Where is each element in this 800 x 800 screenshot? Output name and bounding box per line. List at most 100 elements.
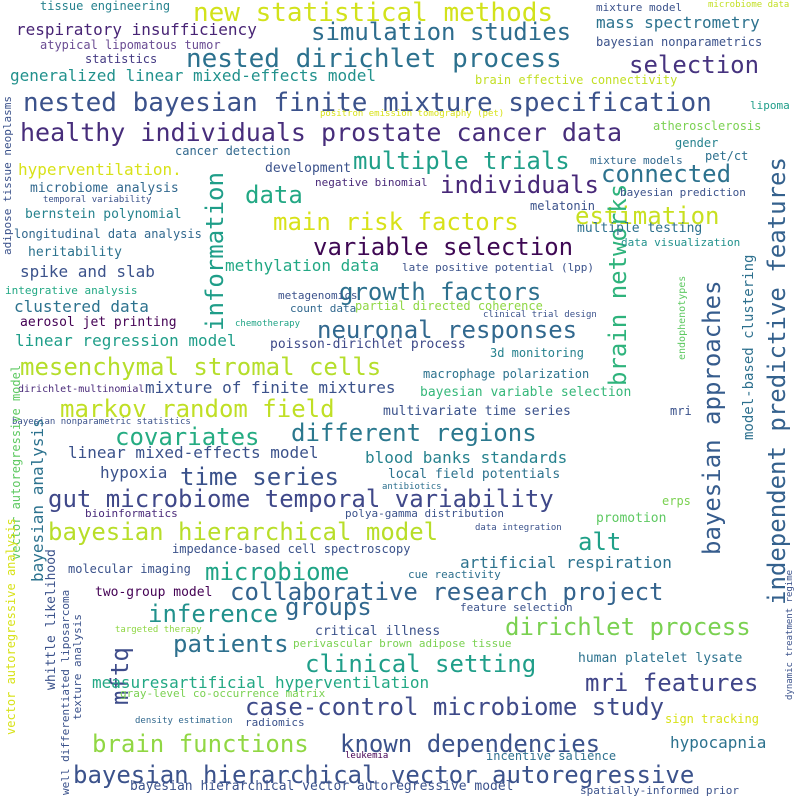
cloud-word: dirichlet process	[505, 613, 751, 641]
cloud-word: integrative analysis	[5, 284, 138, 297]
cloud-word: mixture models	[590, 154, 683, 167]
cloud-word: covariates	[115, 423, 260, 451]
cloud-word: atypical lipomatous tumor	[40, 38, 221, 52]
cloud-word: clinical setting	[305, 650, 537, 678]
cloud-word: negative binomial	[315, 176, 428, 189]
cloud-word: mri features	[585, 669, 759, 697]
cloud-word: mixture model	[596, 1, 683, 14]
cloud-word: chemotherapy	[235, 319, 301, 329]
cloud-word: bayesian prediction	[620, 186, 746, 199]
cloud-word: well differentiated liposarcoma	[59, 589, 72, 795]
cloud-word: clinical trial design	[483, 310, 597, 320]
cloud-word: hypoxia	[100, 463, 168, 482]
cloud-word: nested bayesian finite mixture specifica…	[23, 88, 712, 118]
cloud-word: tissue engineering	[40, 0, 171, 13]
cloud-word: sign tracking	[665, 712, 759, 726]
cloud-word: microbiome analysis	[30, 181, 179, 196]
cloud-word: metagenomics	[278, 289, 358, 302]
cloud-word: targeted therapy	[115, 625, 202, 635]
cloud-word: mixture of finite mixtures	[145, 378, 396, 397]
cloud-word: estimation	[575, 202, 720, 230]
cloud-word: individuals	[440, 171, 599, 199]
cloud-word: gray-level co-occurrence matrix	[120, 687, 326, 700]
cloud-word: blood banks standards	[365, 448, 568, 467]
cloud-word: adipose tissue neoplasms	[1, 96, 14, 255]
cloud-word: heritability	[28, 245, 122, 260]
cloud-word: linear mixed-effects model	[68, 443, 319, 462]
cloud-word: atherosclerosis	[653, 119, 762, 133]
cloud-word: brain functions	[92, 730, 309, 758]
cloud-word: density estimation	[135, 716, 233, 726]
cloud-word: multiple testing	[577, 221, 703, 236]
cloud-word: count data	[290, 302, 357, 315]
cloud-word: spike and slab	[20, 262, 155, 281]
cloud-word: molecular imaging	[68, 562, 191, 576]
cloud-word: mass spectrometry	[596, 13, 760, 32]
cloud-word: gut microbiome temporal variability	[48, 485, 554, 513]
cloud-word: microbiome data	[708, 0, 790, 10]
cloud-word: different regions	[291, 419, 537, 447]
cloud-word: bayesian approaches	[698, 280, 726, 555]
cloud-word: selection	[629, 51, 760, 79]
cloud-word: perivascular brown adipose tissue	[293, 637, 512, 650]
cloud-word: macrophage polarization	[423, 367, 590, 381]
cloud-word: radiomics	[245, 716, 305, 729]
cloud-word: cancer detection	[175, 144, 291, 158]
cloud-word: collaborative research project	[230, 578, 664, 606]
cloud-word: independent predictive features	[763, 157, 791, 605]
cloud-word: markov random field	[60, 395, 335, 423]
cloud-word: linear regression model	[15, 331, 237, 350]
cloud-word: bernstein polynomial	[25, 207, 182, 222]
cloud-word: new statistical methods	[193, 0, 554, 28]
cloud-word: dynamic treatment regime	[785, 569, 795, 700]
cloud-word: time series	[180, 463, 339, 491]
cloud-word: partial directed coherence	[355, 299, 543, 313]
cloud-word: critical illness	[315, 624, 441, 639]
cloud-word: dirichlet-multinomial	[18, 384, 145, 395]
cloud-word: bayesian hierarchical vector autoregress…	[73, 761, 695, 789]
cloud-word: development	[265, 161, 352, 176]
cloud-word: patients	[173, 630, 289, 658]
cloud-word: brain networks	[604, 183, 632, 386]
cloud-word: erps	[662, 494, 691, 508]
cloud-word: spatially-informed prior	[580, 784, 739, 797]
cloud-word: main risk factors	[273, 208, 519, 236]
cloud-word: data	[245, 181, 303, 209]
cloud-word: feature selection	[460, 601, 573, 614]
cloud-word: clustered data	[14, 297, 149, 316]
cloud-word: information	[201, 172, 229, 331]
cloud-word: late positive potential (lpp)	[402, 261, 595, 274]
cloud-word: microbiome	[205, 558, 350, 586]
cloud-word: 3d monitoring	[490, 346, 584, 360]
cloud-word: model-based clustering	[741, 254, 757, 440]
cloud-word: whittle likelihood	[44, 549, 59, 690]
cloud-word: vector autoregressive analysis	[4, 518, 18, 735]
cloud-word: polya-gamma distribution	[345, 507, 504, 520]
cloud-word: bayesian hierarchical vector autoregress…	[130, 779, 514, 794]
cloud-word: variable selection	[313, 233, 574, 261]
cloud-word: simulation studies	[311, 18, 572, 46]
cloud-word: local field potentials	[388, 467, 561, 482]
cloud-word: statistics	[85, 52, 158, 66]
cloud-word: growth factors	[339, 278, 542, 306]
cloud-word: case-control microbiome study	[245, 693, 665, 721]
cloud-word: data integration	[475, 523, 562, 533]
cloud-word: methylation data	[225, 256, 380, 275]
cloud-word: aerosol jet printing	[20, 315, 177, 330]
cloud-word: antibiotics	[382, 482, 442, 492]
cloud-word: measuresartificial hyperventilation	[92, 673, 430, 692]
cloud-word: endophenotypes	[677, 275, 688, 360]
cloud-word: groups	[285, 593, 372, 621]
cloud-word: promotion	[596, 511, 667, 526]
cloud-word: neuronal responses	[317, 316, 578, 344]
cloud-word: connected	[601, 160, 732, 188]
cloud-word: incentive salience	[486, 749, 617, 763]
cloud-word: data visualization	[621, 236, 741, 249]
cloud-word: longitudinal data analysis	[14, 227, 202, 241]
cloud-word: texture analysis	[71, 614, 84, 720]
cloud-word: bayesian nonparametric statistics	[12, 417, 191, 427]
cloud-word: artificial respiration	[460, 553, 672, 572]
cloud-word: mri	[670, 404, 692, 418]
cloud-word: brain effective connectivity	[475, 73, 678, 87]
